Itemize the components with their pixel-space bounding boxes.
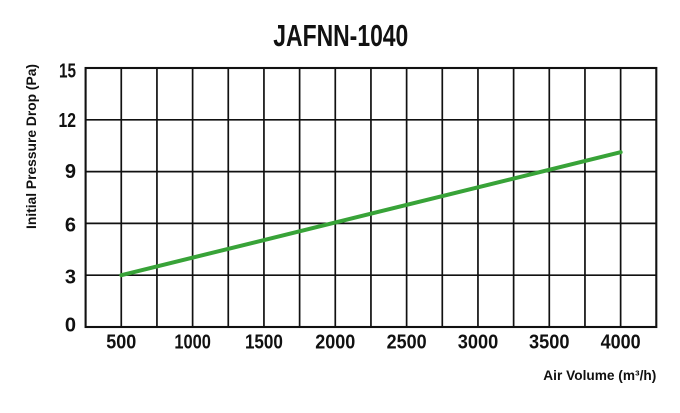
svg-text:4000: 4000 bbox=[601, 332, 641, 354]
svg-text:3500: 3500 bbox=[529, 332, 570, 354]
svg-text:500: 500 bbox=[106, 332, 136, 354]
svg-text:Air Volume (m³/h): Air Volume (m³/h) bbox=[543, 367, 656, 383]
svg-text:2500: 2500 bbox=[387, 332, 427, 354]
svg-text:1000: 1000 bbox=[174, 332, 211, 354]
svg-text:0: 0 bbox=[65, 315, 76, 337]
svg-text:Initial Pressure Drop (Pa): Initial Pressure Drop (Pa) bbox=[23, 64, 39, 229]
svg-text:1500: 1500 bbox=[245, 332, 283, 354]
svg-text:15: 15 bbox=[59, 61, 76, 83]
svg-text:12: 12 bbox=[59, 110, 77, 132]
svg-text:9: 9 bbox=[65, 161, 76, 183]
svg-text:JAFNN-1040: JAFNN-1040 bbox=[273, 18, 408, 53]
svg-text:3: 3 bbox=[65, 266, 76, 288]
svg-text:2000: 2000 bbox=[315, 332, 355, 354]
svg-text:6: 6 bbox=[65, 214, 76, 236]
svg-text:3000: 3000 bbox=[458, 332, 499, 354]
